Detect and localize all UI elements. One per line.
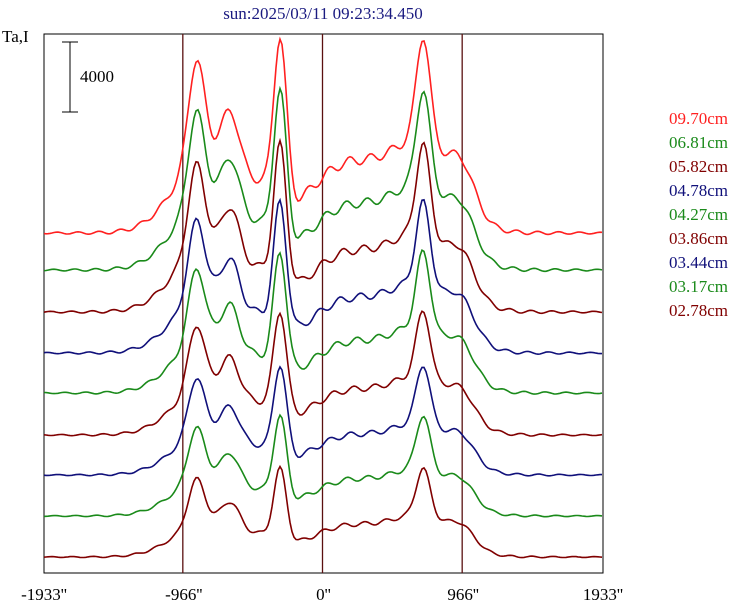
series-line-03.86cm (43, 310, 603, 437)
x-tick-label-3: 966'' (447, 585, 479, 604)
series-line-06.81cm (43, 85, 603, 273)
series-line-04.78cm (43, 197, 602, 356)
legend-item-8: 02.78cm (669, 301, 728, 320)
x-tick-labels: -1933'' -966'' 0'' 966'' 1933'' (21, 585, 623, 604)
legend-item-7: 03.17cm (669, 277, 728, 296)
legend: 09.70cm 06.81cm 05.82cm 04.78cm 04.27cm 03.86… (669, 109, 728, 320)
series-lines (43, 36, 603, 559)
intensity-scale-bar: 4000 (62, 41, 114, 113)
x-tick-label-4: 1933'' (583, 585, 623, 604)
plot-frame (43, 33, 604, 574)
series-line-03.17cm (43, 413, 603, 518)
legend-item-3: 04.78cm (669, 181, 728, 200)
series-line-03.44cm (43, 365, 602, 477)
legend-item-0: 09.70cm (669, 109, 728, 128)
x-tick-label-2: 0'' (316, 585, 331, 604)
y-axis-label: Ta,I (2, 27, 29, 46)
legend-item-6: 03.44cm (669, 253, 728, 272)
legend-item-1: 06.81cm (669, 133, 728, 152)
vertical-reference-lines (182, 34, 463, 573)
chart-title: sun:2025/03/11 09:23:34.450 (223, 4, 423, 23)
series-line-04.27cm (43, 249, 603, 395)
legend-item-5: 03.86cm (669, 229, 728, 248)
scale-bar-label: 4000 (80, 67, 114, 86)
x-tick-label-0: -1933'' (21, 585, 67, 604)
legend-item-4: 04.27cm (669, 205, 728, 224)
x-tick-label-1: -966'' (165, 585, 202, 604)
series-line-05.82cm (43, 137, 603, 315)
legend-item-2: 05.82cm (669, 157, 728, 176)
series-line-02.78cm (43, 464, 603, 559)
series-line-09.70cm (43, 36, 603, 236)
